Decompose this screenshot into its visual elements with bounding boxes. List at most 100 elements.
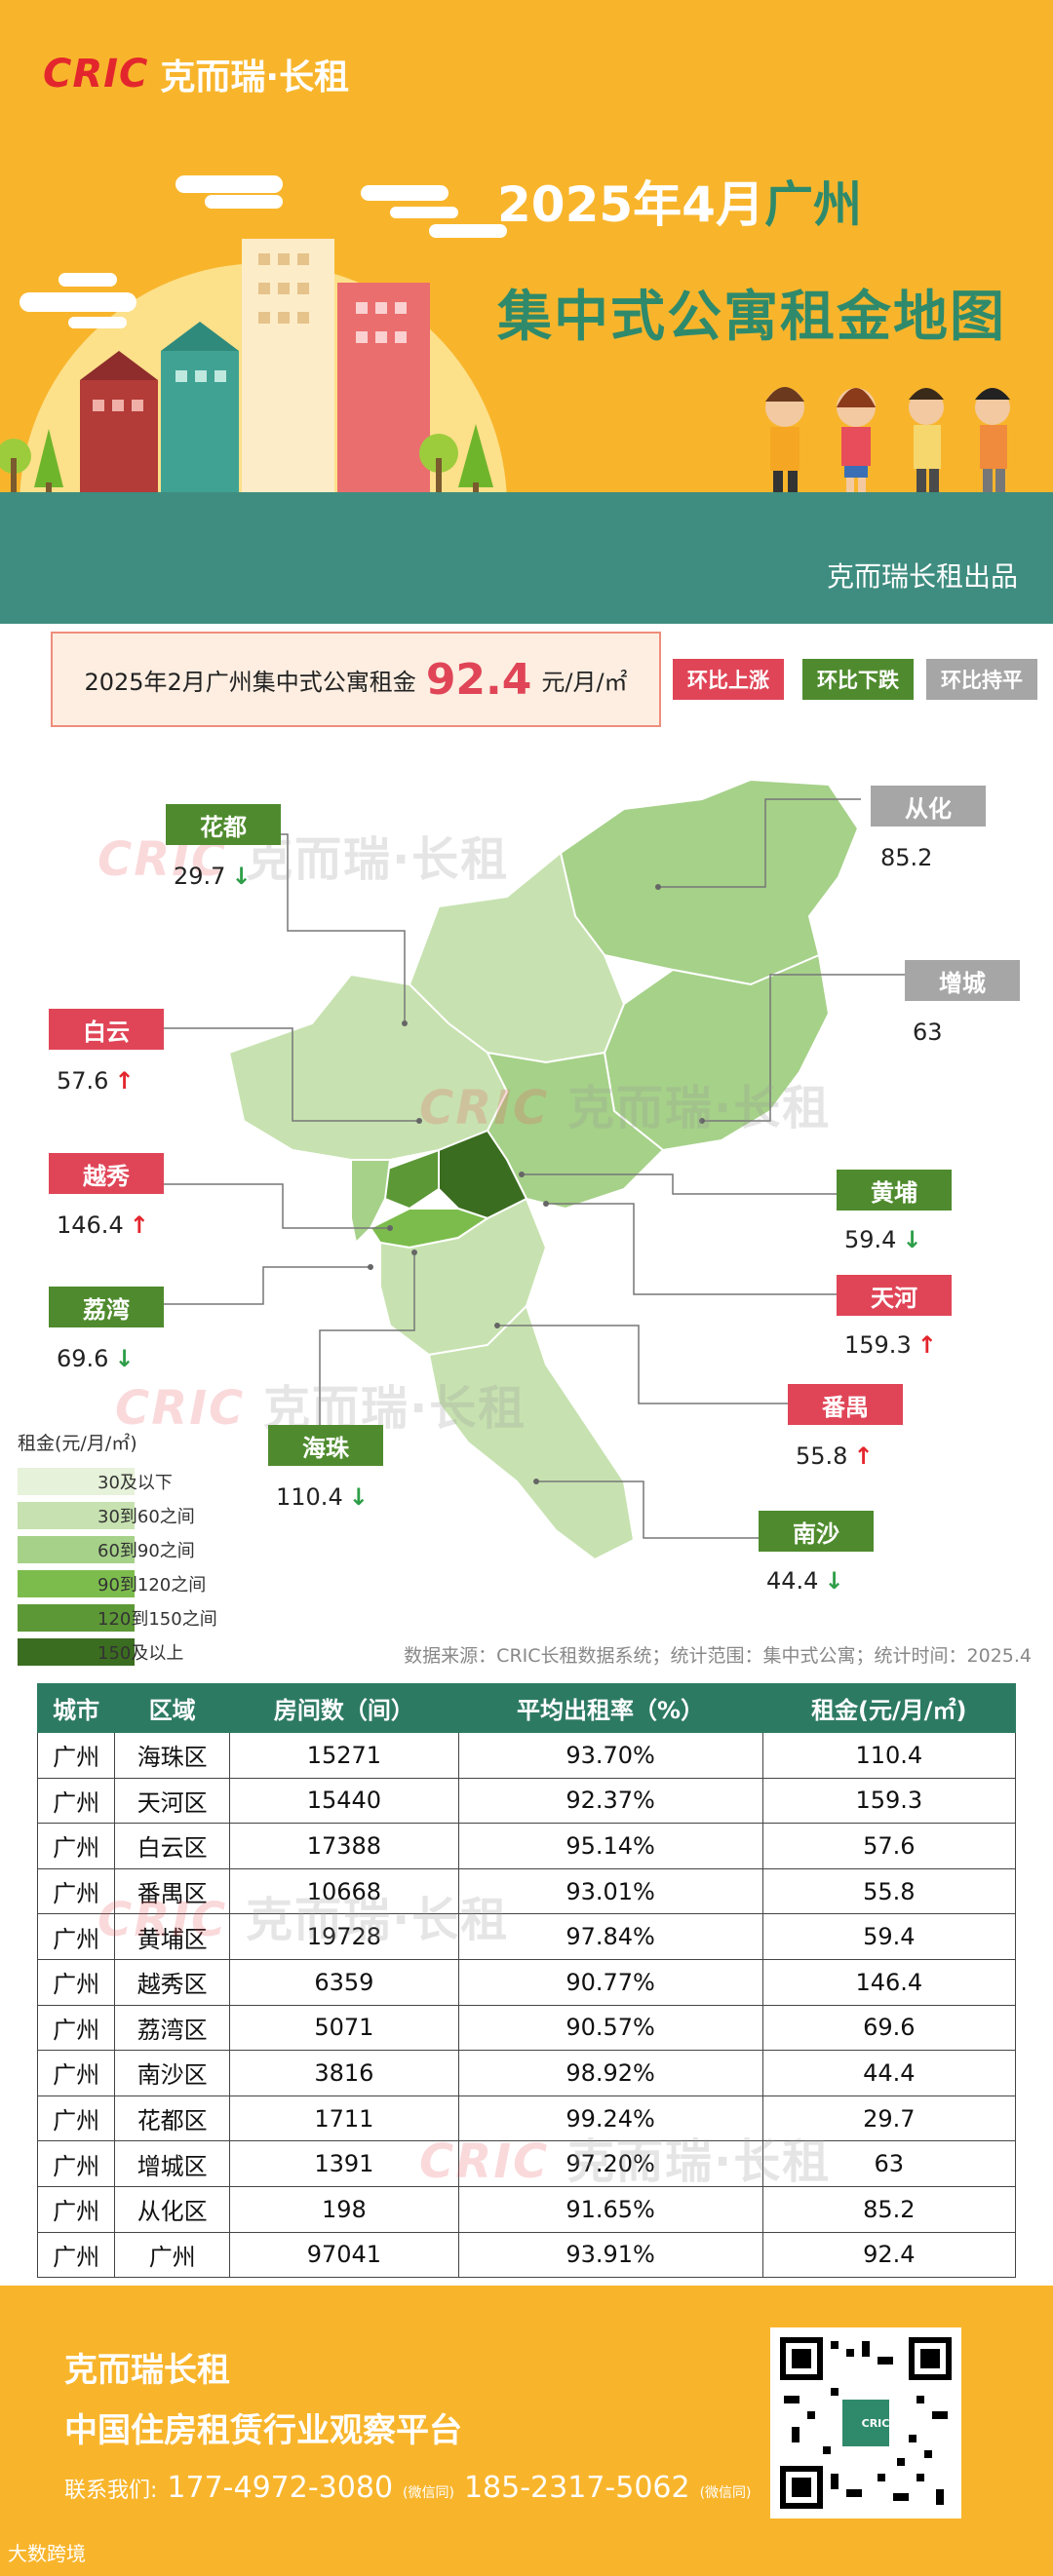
scale-title: 租金(元/月/㎡) — [18, 1433, 137, 1454]
people-illustration — [765, 387, 1010, 510]
cell-district: 海珠区 — [114, 1732, 231, 1779]
map-region-panyu — [379, 1197, 548, 1357]
cell-occupancy: 97.84% — [457, 1913, 763, 1960]
title-main: 集中式公寓租金地图 — [497, 286, 1006, 349]
watermark: CRIC 克而瑞·长租 — [419, 1081, 832, 1135]
district-value-tianhe: 159.3 ↑ — [844, 1331, 937, 1359]
summary-box: 2025年2月广州集中式公寓租金 92.4 元/月/㎡ — [51, 632, 661, 727]
cell-rent: 55.8 — [761, 1867, 1017, 1915]
contact-label: 联系我们: — [64, 2479, 158, 2503]
rent-table: 城市 区域 房间数（间） 平均出租率（%） 租金(元/月/㎡) 广州 海珠区 152… — [36, 1683, 1017, 2279]
cell-rent: 85.2 — [761, 2185, 1017, 2233]
qr-code[interactable]: CRIC — [770, 2327, 961, 2518]
map-region-nansha — [427, 1304, 636, 1561]
cell-district: 越秀区 — [114, 1958, 231, 2006]
water-strip — [0, 492, 1053, 624]
district-value-zengcheng: 63 — [913, 1019, 943, 1046]
phone-1[interactable]: 177-4972-3080 — [167, 2471, 394, 2505]
table-row: 广州 黄埔区 19728 97.84% 59.4 — [36, 1913, 1017, 1960]
table-row: 广州 增城区 1391 97.20% 63 — [36, 2140, 1017, 2187]
cell-city: 广州 — [36, 2095, 116, 2142]
district-label-haizhu: 海珠 — [268, 1425, 383, 1466]
cell-rooms: 15440 — [229, 1777, 459, 1825]
data-source-note: 数据来源：CRIC长租数据系统；统计范围：集中式公寓；统计时间：2025.4 — [404, 1645, 1032, 1667]
map-region-conghua — [559, 778, 860, 986]
cell-rent: 110.4 — [761, 1732, 1017, 1779]
cell-rent: 146.4 — [761, 1958, 1017, 2006]
cell-city: 广州 — [36, 2231, 116, 2279]
cell-rooms: 6359 — [229, 1958, 459, 2006]
cell-rooms: 97041 — [229, 2231, 459, 2279]
scale-item: 90到120之间 — [18, 1570, 206, 1597]
cell-rent: 59.4 — [761, 1913, 1017, 1960]
map-region-huangpu — [486, 1051, 665, 1211]
scale-item: 60到90之间 — [18, 1536, 195, 1563]
scale-item: 30及以下 — [18, 1468, 173, 1495]
cell-city: 广州 — [36, 1958, 116, 2006]
qr-badge: CRIC — [861, 2417, 890, 2430]
header-rent: 租金(元/月/㎡) — [761, 1683, 1017, 1733]
cell-occupancy: 93.91% — [457, 2231, 763, 2279]
cell-district: 南沙区 — [114, 2050, 231, 2096]
table-row: 广州 花都区 1711 99.24% 29.7 — [36, 2095, 1017, 2142]
cell-occupancy: 90.77% — [457, 1958, 763, 2006]
district-label-conghua: 从化 — [871, 786, 986, 827]
legend-up-tag: 环比上涨 — [673, 659, 784, 700]
district-label-panyu: 番禺 — [788, 1384, 903, 1425]
cell-occupancy: 92.37% — [457, 1777, 763, 1825]
cell-occupancy: 93.01% — [457, 1867, 763, 1915]
cell-district: 白云区 — [114, 1823, 231, 1869]
scale-item: 30到60之间 — [18, 1502, 195, 1529]
district-label-tianhe: 天河 — [837, 1275, 952, 1316]
table-row: 广州 从化区 198 91.65% 85.2 — [36, 2185, 1017, 2233]
summary-value: 92.4 — [425, 654, 532, 705]
cell-rent: 44.4 — [761, 2050, 1017, 2096]
cell-city: 广州 — [36, 1732, 116, 1779]
district-label-nansha: 南沙 — [759, 1511, 874, 1552]
cell-city: 广州 — [36, 2185, 116, 2233]
table-row: 广州 越秀区 6359 90.77% 146.4 — [36, 1958, 1017, 2006]
cell-occupancy: 97.20% — [457, 2140, 763, 2187]
cell-rent: 92.4 — [761, 2231, 1017, 2279]
cell-occupancy: 90.57% — [457, 2004, 763, 2052]
footer-slogan: 中国住房租赁行业观察平台 — [64, 2411, 462, 2450]
producer-credit: 克而瑞长租出品 — [826, 560, 1018, 593]
title-city: 广州 — [763, 176, 862, 233]
cell-district: 花都区 — [114, 2095, 231, 2142]
district-label-liwan: 荔湾 — [49, 1287, 164, 1327]
cell-district: 荔湾区 — [114, 2004, 231, 2052]
watermark: CRIC 克而瑞·长租 — [419, 2134, 832, 2189]
district-label-baiyun: 白云 — [49, 1009, 164, 1050]
cell-city: 广州 — [36, 1913, 116, 1960]
cell-city: 广州 — [36, 1823, 116, 1869]
table-row: 广州 荔湾区 5071 90.57% 69.6 — [36, 2004, 1017, 2052]
brand-cn: 克而瑞·长租 — [160, 58, 350, 97]
district-label-yuexiu: 越秀 — [49, 1153, 164, 1194]
district-value-baiyun: 57.6 ↑ — [57, 1067, 135, 1095]
cell-city: 广州 — [36, 2140, 116, 2187]
phone-2[interactable]: 185-2317-5062 — [463, 2471, 690, 2505]
cell-district: 增城区 — [114, 2140, 231, 2187]
district-value-haizhu: 110.4 ↓ — [276, 1483, 369, 1511]
footer-brand: 克而瑞长租 — [64, 2351, 230, 2390]
qr-code-icon — [780, 2337, 952, 2509]
district-label-huangpu: 黄埔 — [837, 1170, 952, 1211]
cell-occupancy: 93.70% — [457, 1732, 763, 1779]
table-row: 广州 南沙区 3816 98.92% 44.4 — [36, 2050, 1017, 2096]
cell-rooms: 17388 — [229, 1823, 459, 1869]
cell-district: 天河区 — [114, 1777, 231, 1825]
table-row: 广州 海珠区 15271 93.70% 110.4 — [36, 1732, 1017, 1779]
cell-rent: 159.3 — [761, 1777, 1017, 1825]
cell-district: 从化区 — [114, 2185, 231, 2233]
brand-latin: CRIC — [43, 52, 149, 96]
cell-district: 番禺区 — [114, 1867, 231, 1915]
cell-rooms: 5071 — [229, 2004, 459, 2052]
cell-city: 广州 — [36, 2004, 116, 2052]
cell-rooms: 1391 — [229, 2140, 459, 2187]
cell-city: 广州 — [36, 1777, 116, 1825]
cell-occupancy: 99.24% — [457, 2095, 763, 2142]
footer-contact: 联系我们: 177-4972-3080 (微信同) 185-2317-5062 … — [64, 2471, 752, 2505]
title-line-1: 2025年4月广州 — [497, 166, 862, 236]
table-row: 广州 白云区 17388 95.14% 57.6 — [36, 1823, 1017, 1869]
table-header-row: 城市 区域 房间数（间） 平均出租率（%） 租金(元/月/㎡) — [36, 1683, 1017, 1733]
